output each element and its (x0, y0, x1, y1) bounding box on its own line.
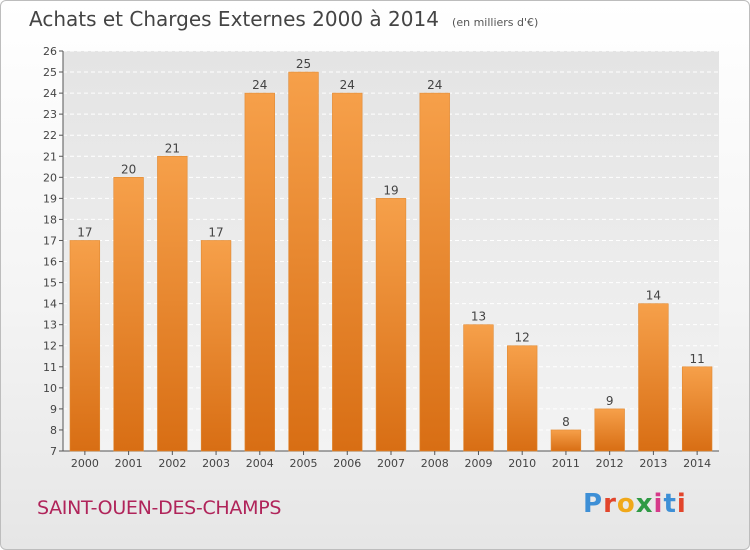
x-tick-label-2003: 2003 (202, 457, 230, 470)
x-tick-label-2007: 2007 (377, 457, 405, 470)
y-tick-label: 7 (50, 445, 57, 458)
plot-area: 7 8 9 10 11 12 13 14 15 16 17 18 19 20 21 22 23 24 25 26 17 2… (43, 45, 719, 470)
x-tick-label-2005: 2005 (290, 457, 318, 470)
bar-2009 (463, 324, 494, 452)
logo-letter: t (663, 489, 677, 519)
y-tick-label: 21 (43, 150, 57, 163)
y-tick-label: 14 (43, 298, 57, 311)
x-tick-label-2001: 2001 (115, 457, 143, 470)
value-label-2013: 14 (646, 289, 661, 303)
bar-2000 (69, 240, 101, 452)
x-tick-label-2009: 2009 (464, 457, 492, 470)
bar-2010 (507, 345, 538, 452)
y-tick-label: 12 (43, 340, 57, 353)
y-tick-label: 10 (43, 382, 57, 395)
bar-2008 (419, 92, 450, 452)
x-tick-label-2010: 2010 (508, 457, 536, 470)
chart-subtitle: (en milliers d'€) (452, 16, 539, 29)
bar-2003 (200, 240, 232, 452)
x-tick-label-2004: 2004 (246, 457, 274, 470)
value-label-2007: 19 (383, 183, 398, 197)
y-tick-label: 18 (43, 213, 57, 226)
y-tick-label: 8 (50, 424, 57, 437)
value-label-2006: 24 (340, 78, 355, 92)
y-tick-label: 22 (43, 129, 57, 142)
value-label-2005: 25 (296, 57, 311, 71)
y-tick-label: 23 (43, 108, 57, 121)
y-tick-label: 13 (43, 319, 57, 332)
y-tick-label: 20 (43, 171, 57, 184)
x-tick-label-2006: 2006 (333, 457, 361, 470)
value-label-2010: 12 (515, 331, 530, 345)
logo-letter: r (603, 489, 617, 519)
value-label-2000: 17 (77, 225, 92, 239)
y-tick-label: 24 (43, 87, 57, 100)
title-block: Achats et Charges Externes 2000 à 2014 (… (29, 7, 538, 31)
chart-title: Achats et Charges Externes 2000 à 2014 (29, 7, 439, 31)
value-label-2014: 11 (689, 352, 704, 366)
y-tick-label: 19 (43, 192, 57, 205)
bar-2011 (550, 429, 582, 452)
bar-2006 (332, 92, 363, 452)
logo-letter: i (653, 489, 664, 519)
logo-letter: o (616, 489, 636, 519)
value-label-2004: 24 (252, 78, 267, 92)
bar-2001 (113, 177, 144, 452)
y-tick-label: 26 (43, 45, 57, 58)
logo-letter: P (583, 489, 604, 519)
place-name: SAINT-OUEN-DES-CHAMPS (37, 497, 282, 519)
value-label-2009: 13 (471, 310, 486, 324)
x-tick-label-2002: 2002 (158, 457, 186, 470)
bar-2013 (638, 303, 669, 452)
bar-2004 (244, 92, 275, 452)
value-label-2001: 20 (121, 162, 136, 176)
value-label-2008: 24 (427, 78, 442, 92)
bar-2014 (681, 366, 713, 452)
x-tick-label-2000: 2000 (71, 457, 99, 470)
y-tick-label: 16 (43, 256, 57, 269)
bar-2012 (594, 408, 625, 452)
x-tick-label-2013: 2013 (639, 457, 667, 470)
value-label-2011: 8 (562, 415, 570, 429)
value-label-2003: 17 (208, 225, 223, 239)
y-tick-label: 25 (43, 66, 57, 79)
logo-letter: x (635, 489, 654, 519)
bar-2005 (288, 71, 319, 452)
bar-2007 (375, 198, 407, 452)
value-label-2012: 9 (606, 394, 614, 408)
value-label-2002: 21 (165, 141, 180, 155)
bar-2002 (157, 155, 188, 452)
x-tick-label-2012: 2012 (596, 457, 624, 470)
x-tick-label-2011: 2011 (552, 457, 580, 470)
y-tick-label: 17 (43, 234, 57, 247)
x-tick-label-2014: 2014 (683, 457, 711, 470)
x-tick-label-2008: 2008 (421, 457, 449, 470)
logo-letter: i (676, 489, 687, 519)
y-tick-label: 9 (50, 403, 57, 416)
y-tick-label: 15 (43, 277, 57, 290)
proxiti-logo[interactable]: Proxiti (583, 489, 687, 519)
y-tick-label: 11 (43, 361, 57, 374)
